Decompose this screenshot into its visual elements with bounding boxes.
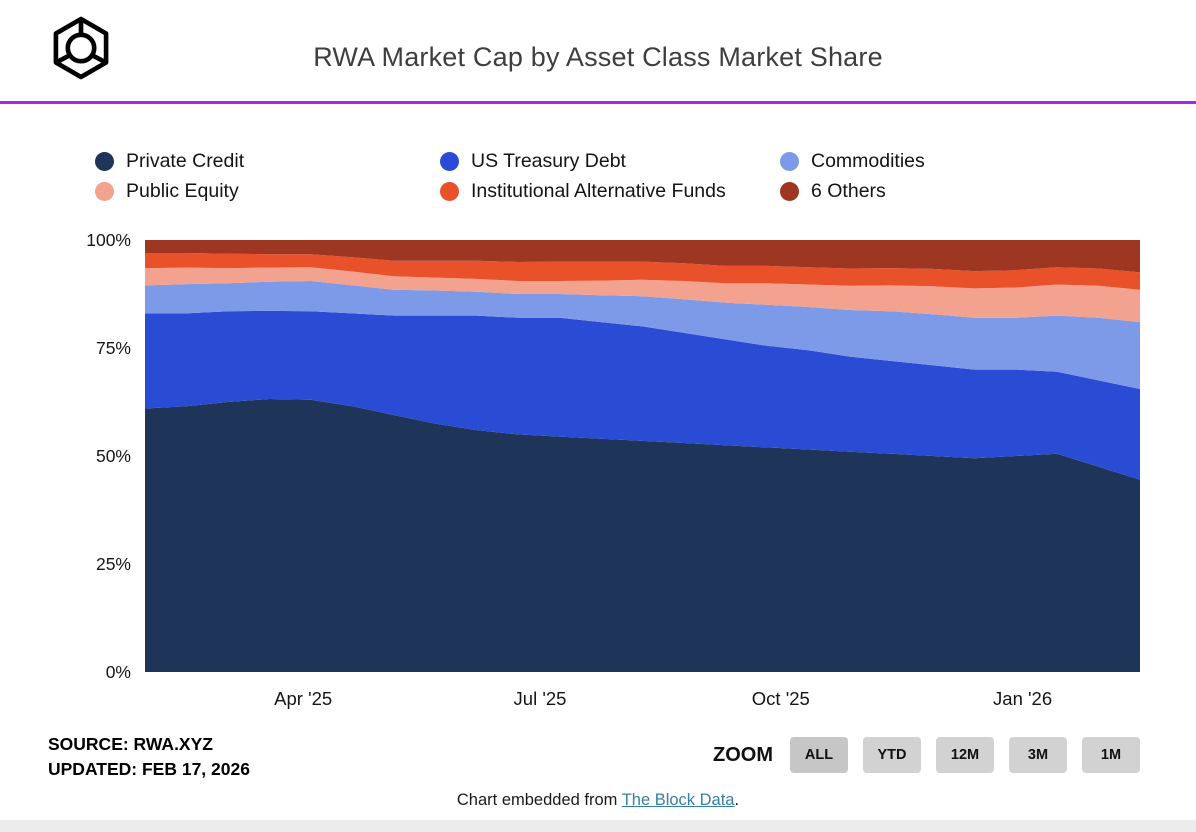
legend-item-private-credit[interactable]: Private Credit bbox=[95, 150, 440, 173]
legend-item-us-treasury-debt[interactable]: US Treasury Debt bbox=[440, 150, 780, 173]
zoom-button-ytd[interactable]: YTD bbox=[863, 737, 921, 773]
x-axis-tick-jan-26: Jan '26 bbox=[993, 688, 1052, 709]
legend-label: Institutional Alternative Funds bbox=[471, 180, 726, 202]
y-axis-tick-0: 0% bbox=[106, 662, 131, 682]
source-label: SOURCE: RWA.XYZ bbox=[48, 734, 213, 754]
source-block: SOURCE: RWA.XYZ UPDATED: FEB 17, 2026 bbox=[48, 732, 250, 782]
x-axis-tick-jul-25: Jul '25 bbox=[514, 688, 567, 709]
embed-text-prefix: Chart embedded from bbox=[456, 791, 622, 809]
chart-canvas[interactable]: 0% 25% 50% 75% 100% Apr '25 Jul '25 Oct '25 Jan … bbox=[0, 228, 1196, 720]
legend-swatch-institutional-alternative-funds bbox=[440, 182, 459, 201]
page-title: RWA Market Cap by Asset Class Market Sha… bbox=[313, 42, 883, 72]
legend-swatch-us-treasury-debt bbox=[440, 152, 459, 171]
y-axis-tick-75: 75% bbox=[96, 338, 131, 358]
legend-label: 6 Others bbox=[811, 180, 886, 202]
area-series-6-others bbox=[145, 240, 1140, 273]
legend: Private Credit US Treasury Debt Commoditie… bbox=[95, 150, 925, 203]
x-axis-tick-apr-25: Apr '25 bbox=[274, 688, 332, 709]
legend-label: Private Credit bbox=[126, 150, 245, 172]
embed-text-suffix: . bbox=[734, 791, 740, 809]
area-series-institutional-alternative-funds bbox=[145, 253, 1140, 290]
legend-label: Public Equity bbox=[126, 180, 239, 202]
legend-item-6-others[interactable]: 6 Others bbox=[780, 180, 925, 203]
cube-logo-icon bbox=[53, 16, 109, 80]
area-series-private-credit bbox=[145, 399, 1140, 672]
y-axis-tick-100: 100% bbox=[86, 230, 131, 250]
zoom-label: ZOOM bbox=[713, 743, 773, 766]
zoom-button-12m[interactable]: 12M bbox=[936, 737, 994, 773]
x-axis-tick-oct-25: Oct '25 bbox=[752, 688, 810, 709]
legend-label: Commodities bbox=[811, 150, 925, 172]
legend-swatch-private-credit bbox=[95, 152, 114, 171]
the-block-logo[interactable] bbox=[48, 15, 114, 81]
page-bottom-edge bbox=[0, 820, 1196, 832]
zoom-controls: ZOOM ALL YTD 12M 3M 1M bbox=[713, 737, 1140, 773]
y-axis-tick-50: 50% bbox=[96, 446, 131, 466]
legend-item-institutional-alternative-funds[interactable]: Institutional Alternative Funds bbox=[440, 180, 780, 203]
zoom-button-group: ALL YTD 12M 3M 1M bbox=[790, 737, 1140, 773]
area-series-commodities bbox=[145, 281, 1140, 389]
embed-link[interactable]: The Block Data bbox=[621, 791, 735, 809]
legend-item-commodities[interactable]: Commodities bbox=[780, 150, 925, 173]
zoom-button-1m[interactable]: 1M bbox=[1082, 737, 1140, 773]
updated-label: UPDATED: FEB 17, 2026 bbox=[48, 759, 250, 779]
zoom-button-3m[interactable]: 3M bbox=[1009, 737, 1067, 773]
y-axis-tick-25: 25% bbox=[96, 554, 131, 574]
legend-item-public-equity[interactable]: Public Equity bbox=[95, 180, 440, 203]
legend-swatch-6-others bbox=[780, 182, 799, 201]
area-series-us-treasury-debt bbox=[145, 310, 1140, 480]
legend-swatch-public-equity bbox=[95, 182, 114, 201]
legend-label: US Treasury Debt bbox=[471, 150, 626, 172]
zoom-button-all[interactable]: ALL bbox=[790, 737, 848, 773]
embed-attribution: Chart embedded from The Block Data. bbox=[0, 791, 1196, 810]
header-divider bbox=[0, 101, 1196, 104]
stacked-area-chart: 0% 25% 50% 75% 100% Apr '25 Jul '25 Oct '25 Jan … bbox=[86, 230, 1140, 709]
legend-swatch-commodities bbox=[780, 152, 799, 171]
area-series-public-equity bbox=[145, 267, 1140, 323]
